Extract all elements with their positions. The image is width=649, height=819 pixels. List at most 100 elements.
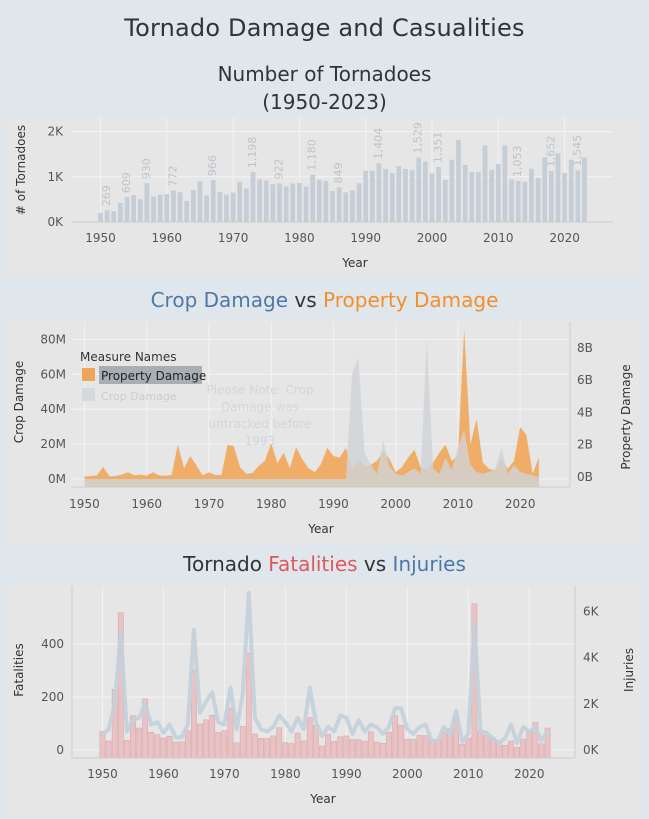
fatality-bar (367, 731, 374, 759)
title-property-damage: Property Damage (323, 288, 499, 312)
damage-chart[interactable]: 0M 20M 40M 60M 80M 0B 2B 4B 6B 8B 1950 1960 1970 1980… (0, 320, 649, 542)
crop-note-line: Please Note: Crop (206, 383, 313, 397)
tornado-bar (363, 170, 369, 222)
x-tick-label: 1960 (152, 231, 183, 245)
x-tick-label: 1950 (85, 231, 116, 245)
x-tick-label: 2000 (380, 497, 411, 511)
y-axis-title-left: Fatalities (12, 643, 26, 697)
tornado-bar (290, 183, 296, 222)
tornado-bar (210, 180, 216, 222)
tornado-bar (316, 179, 322, 222)
fatality-bar (373, 741, 380, 759)
tornado-bar (515, 180, 521, 222)
legend-swatch-property (82, 368, 95, 381)
y-axis-title-left: Crop Damage (12, 361, 26, 443)
crop-note-line: Damage was (221, 400, 299, 414)
tornado-bar (270, 184, 276, 222)
x-tick-label: 2020 (514, 767, 545, 781)
crop-note-line: untracked before (209, 417, 312, 431)
fatality-bar (386, 731, 392, 759)
tornado-bar (157, 194, 163, 222)
x-tick-label: 1970 (194, 497, 225, 511)
tornado-bar (257, 179, 263, 222)
casualties-chart[interactable]: 0 200 400 0K 2K 4K 6K 1950 1960 1970 1980 1990 2000 2… (0, 586, 649, 818)
tornado-bar (403, 168, 408, 222)
tornado-bar (336, 187, 342, 222)
dashboard-title: Tornado Damage and Casualities (124, 14, 525, 42)
y-tick-label-left: 60M (40, 367, 66, 381)
fatality-bar (404, 738, 411, 759)
tornado-bar (144, 183, 150, 222)
fatality-bar (264, 738, 270, 759)
tornado-bar (529, 168, 534, 222)
fatality-bar (422, 735, 429, 759)
y-tick-label-left: 0M (48, 472, 66, 486)
title-tornado-prefix: Tornado (183, 552, 269, 576)
fatality-bar (270, 735, 277, 759)
y-tick-label-right: 6B (577, 373, 593, 387)
x-tick-label: 1970 (218, 231, 249, 245)
legend-label-crop: Crop Damage (101, 390, 177, 403)
x-tick-label: 1960 (148, 767, 179, 781)
tornado-bar (98, 212, 103, 222)
bar-data-label: 966 (206, 155, 219, 176)
tornado-bar (462, 164, 468, 222)
fatality-bar (105, 740, 112, 759)
y-tick-label-right: 6K (583, 604, 600, 618)
tornado-bar (449, 159, 455, 222)
y-tick-label-left: 40M (40, 402, 66, 416)
y-axis-title-right: Property Damage (619, 364, 633, 469)
y-tick-label-right: 8B (577, 341, 593, 355)
tornado-bar (250, 172, 256, 222)
fatality-bar (172, 741, 179, 759)
fatality-bar (483, 735, 490, 759)
legend-title: Measure Names (80, 350, 176, 364)
tornado-bar (582, 157, 587, 222)
bar-data-label: 922 (273, 158, 286, 179)
fatality-bar (319, 745, 325, 759)
tornado-bar (131, 195, 137, 222)
x-tick-label: 1950 (69, 497, 100, 511)
bar-data-label: 930 (140, 158, 153, 179)
fatality-bar (441, 731, 447, 759)
tornado-bar (303, 186, 309, 222)
bar-data-label: 849 (332, 162, 345, 183)
fatality-bar (221, 730, 228, 759)
x-tick-label: 1950 (87, 767, 118, 781)
y-tick-label-left: 80M (40, 332, 66, 346)
tornado-bar (118, 202, 123, 222)
fatality-bar (343, 735, 350, 759)
tornado-bar (310, 174, 316, 222)
tornado-bar (555, 153, 561, 222)
fatality-bar (282, 742, 289, 759)
tornadoes-chart[interactable]: 0K 1K 2K 1950 1960 1970 1980 1990 2000 2010 2020 26… (0, 118, 649, 276)
damage-chart-title: Crop Damage vs Property Damage (0, 288, 649, 312)
tornadoes-panel (4, 118, 641, 276)
tornado-bar (509, 179, 514, 222)
tornado-bar (568, 159, 574, 222)
fatality-bar (325, 734, 331, 759)
tornado-bar (184, 201, 190, 222)
x-tick-label: 2000 (392, 767, 423, 781)
x-tick-label: 1990 (318, 497, 349, 511)
tornado-bar (502, 145, 508, 222)
fatality-bar (276, 727, 283, 759)
tornado-bar (436, 167, 442, 222)
crop-note-line: 1993 (245, 434, 276, 448)
fatality-bar (514, 747, 520, 759)
tornado-bar (190, 190, 196, 222)
legend-label-property: Property Damage (101, 369, 206, 383)
tornadoes-title-line1: Number of Tornadoes (217, 62, 432, 86)
bar-data-label: 269 (100, 185, 113, 206)
fatality-bar (209, 715, 216, 759)
fatality-bar (428, 740, 435, 759)
tornado-bar (429, 173, 435, 222)
fatality-bar (538, 743, 545, 759)
fatality-bar (300, 740, 307, 759)
fatality-bar (477, 731, 484, 759)
tornado-bar (350, 190, 355, 222)
x-tick-label: 2010 (483, 231, 514, 245)
tornado-bar (164, 194, 170, 222)
bar-data-label: 1,351 (432, 132, 445, 164)
x-axis-title: Year (307, 522, 333, 536)
